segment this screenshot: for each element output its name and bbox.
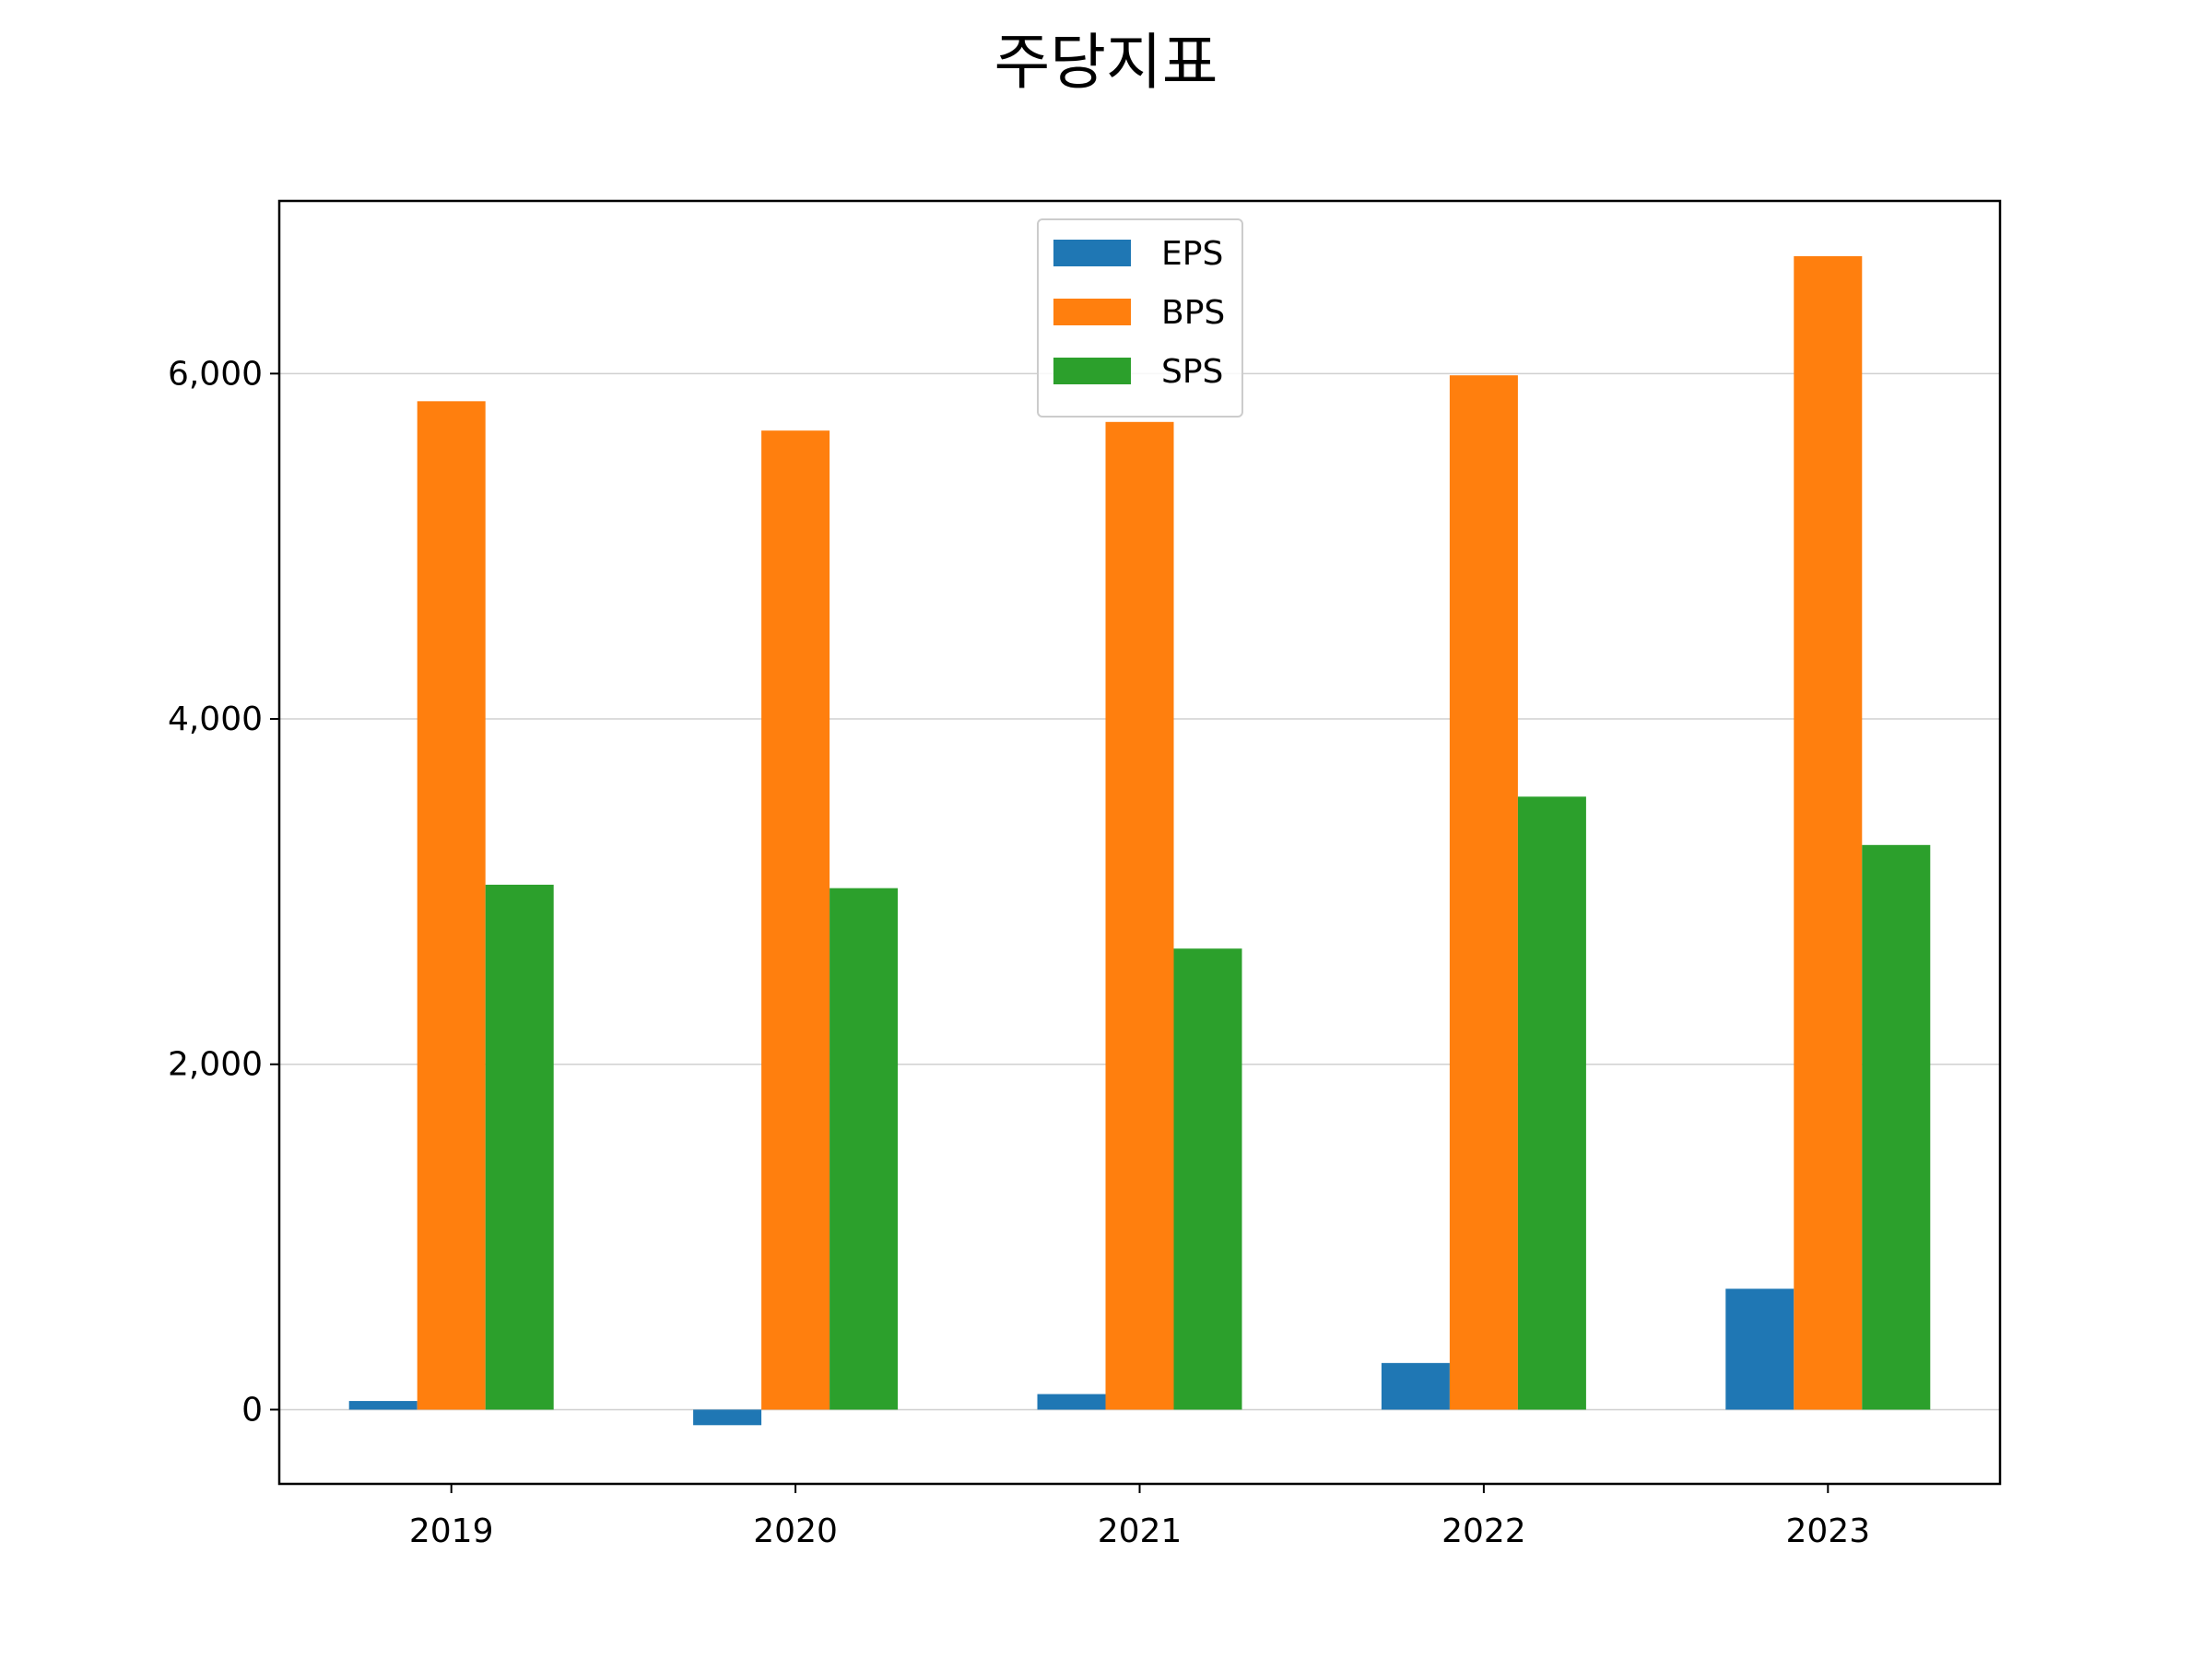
chart-title: 주당지표 bbox=[994, 27, 1218, 98]
bar-eps-2020 bbox=[693, 1409, 762, 1426]
bar-sps-2021 bbox=[1173, 948, 1242, 1410]
bar-sps-2023 bbox=[1862, 844, 1931, 1410]
bar-sps-2022 bbox=[1517, 796, 1586, 1410]
bar-bps-2022 bbox=[1449, 375, 1518, 1410]
bar-eps-2019 bbox=[348, 1401, 418, 1410]
bars bbox=[348, 255, 1931, 1426]
x-tick-label: 2023 bbox=[1785, 1512, 1870, 1550]
bar-bps-2019 bbox=[417, 401, 486, 1410]
legend: EPS BPS SPS bbox=[1037, 218, 1243, 418]
bar-bps-2023 bbox=[1794, 255, 1863, 1410]
x-tick-label: 2021 bbox=[1098, 1512, 1182, 1550]
x-tick-label: 2020 bbox=[753, 1512, 838, 1550]
y-tick-label: 2,000 bbox=[168, 1046, 263, 1084]
y-tick-label: 0 bbox=[241, 1391, 263, 1429]
legend-swatch-eps bbox=[1053, 240, 1131, 266]
bar-sps-2019 bbox=[485, 884, 554, 1410]
bar-eps-2023 bbox=[1725, 1288, 1794, 1410]
x-axis: 2019 2020 2021 2022 2023 bbox=[409, 1484, 1870, 1550]
legend-label-sps: SPS bbox=[1161, 353, 1223, 391]
y-tick-label: 6,000 bbox=[168, 355, 263, 393]
bar-bps-2021 bbox=[1105, 421, 1174, 1410]
bar-eps-2022 bbox=[1381, 1362, 1450, 1410]
legend-label-eps: EPS bbox=[1161, 235, 1223, 273]
legend-swatch-sps bbox=[1053, 358, 1131, 384]
bar-bps-2020 bbox=[761, 430, 830, 1410]
x-tick-label: 2022 bbox=[1441, 1512, 1526, 1550]
legend-label-bps: BPS bbox=[1161, 294, 1225, 332]
y-axis: 0 2,000 4,000 6,000 bbox=[168, 355, 279, 1429]
y-tick-label: 4,000 bbox=[168, 700, 263, 738]
legend-swatch-bps bbox=[1053, 299, 1131, 325]
bar-sps-2020 bbox=[830, 888, 899, 1410]
bar-eps-2021 bbox=[1037, 1394, 1106, 1410]
x-tick-label: 2019 bbox=[409, 1512, 494, 1550]
